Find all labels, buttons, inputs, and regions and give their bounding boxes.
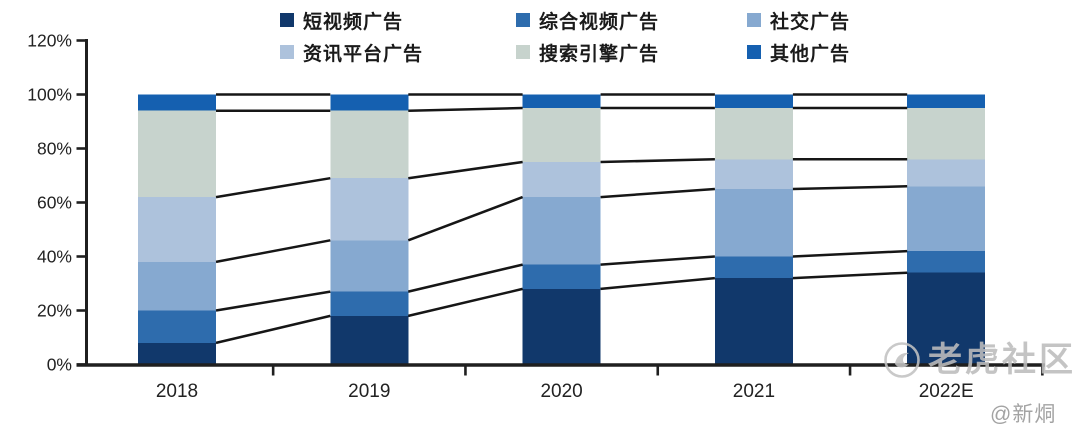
connector-line [600,158,715,164]
legend-item: 其他广告 [747,41,851,65]
y-axis-tick-label: 80% [37,139,72,159]
bar-segment [330,240,409,292]
connector-line [215,239,331,264]
legend-item: 社交广告 [747,9,851,33]
connector-line [408,263,523,293]
connector-line [408,287,523,318]
bar-segment [138,94,216,111]
x-axis-category-label: 2018 [156,381,198,402]
connector-line [407,195,524,242]
connector-line [792,185,908,191]
connector-line [600,255,715,266]
legend-label: 社交广告 [770,11,851,33]
bar-segment [522,94,601,108]
legend-swatch [747,13,761,27]
connector-line [600,276,716,291]
bar-segment [714,108,793,160]
bar-segment [907,108,986,160]
y-axis-tick-label: 100% [27,85,72,105]
bar-segment [330,110,409,179]
chart-legend: 短视频广告 综合视频广告 社交广告资讯平台广告 搜索引擎广告 其他广告 [0,0,1080,70]
x-axis-category-label: 2021 [733,381,775,402]
bar-segment [330,291,409,316]
bar-segment [522,162,601,198]
bar-segment [714,159,793,189]
legend-swatch [280,13,294,27]
y-axis-tick-label: 60% [37,193,72,213]
legend-item: 短视频广告 [280,9,404,33]
bar-segment [907,159,986,187]
legend-swatch [280,45,294,59]
connector-line [792,271,908,280]
watermark-handle: @新烔 [990,403,1057,426]
bar-segment [138,197,216,262]
bar-segment [522,197,601,265]
connector-line [600,187,715,199]
legend-item: 综合视频广告 [516,9,660,33]
bar-segment [330,94,409,111]
legend-swatch [516,13,530,27]
legend-label: 综合视频广告 [539,11,660,33]
bar-segment [330,178,409,241]
bar-segment [714,94,793,108]
legend-item: 资讯平台广告 [280,41,424,65]
x-axis-category-label: 2019 [348,381,390,402]
x-axis-category-label: 2020 [540,381,582,402]
legend-item: 搜索引擎广告 [516,41,660,65]
legend-label: 搜索引擎广告 [539,43,660,65]
legend-label: 短视频广告 [303,11,404,33]
connector-line [792,249,908,258]
bar-segment [907,251,986,273]
bar-segment [714,278,793,365]
bar-segment [138,342,216,365]
x-axis-category-label: 2022E [919,381,974,402]
legend-label: 资讯平台广告 [303,43,424,65]
bar-segment [714,256,793,279]
connector-line [408,160,523,180]
bar-segment [907,94,986,108]
connector-line [408,106,523,112]
y-axis-tick-label: 20% [37,301,72,321]
bar-segment [522,108,601,162]
bar-segment [714,189,793,257]
bar-segment [330,315,409,365]
bar-segment [138,110,216,198]
legend-swatch [516,45,530,59]
connector-line [215,314,331,345]
legend-label: 其他广告 [770,43,851,65]
bar-segment [522,288,601,365]
y-axis-tick-label: 120% [27,31,72,51]
bar-segment [138,310,216,343]
bar-segment [522,264,601,289]
y-axis-tick-label: 0% [47,355,72,375]
bar-segment [907,272,986,365]
y-axis-tick-label: 40% [37,247,72,267]
bar-segment [138,261,216,311]
legend-swatch [747,45,761,59]
connector-line [215,290,331,312]
connector-line [215,176,331,199]
bar-segment [907,186,986,252]
